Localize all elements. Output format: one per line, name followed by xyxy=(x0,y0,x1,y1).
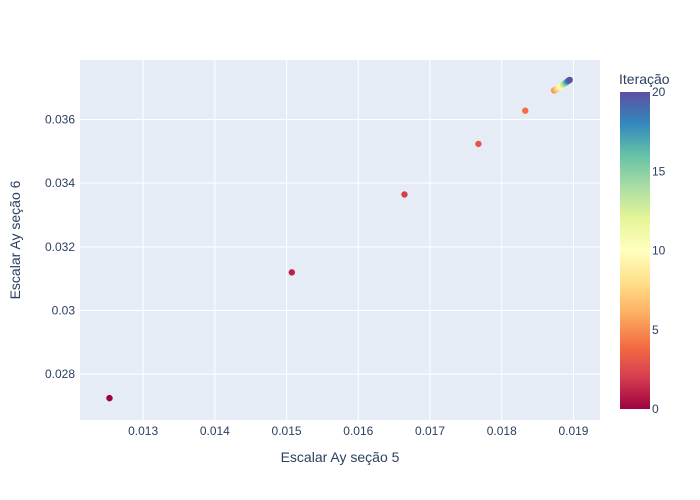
y-tick-label: 0.034 xyxy=(45,176,75,190)
data-point xyxy=(566,76,573,84)
y-tick-labels: 0.028 0.03 0.032 0.034 0.036 xyxy=(45,113,75,382)
data-point xyxy=(475,140,482,148)
colorbar-gradient xyxy=(620,92,650,409)
plot-area xyxy=(80,60,600,420)
colorbar-title: Iteração xyxy=(619,71,670,87)
colorbar-tick-label: 15 xyxy=(652,164,666,178)
data-points xyxy=(106,76,573,402)
x-tick-label: 0.018 xyxy=(487,424,517,438)
y-tick-label: 0.036 xyxy=(45,113,75,127)
x-tick-label: 0.014 xyxy=(200,424,230,438)
data-point xyxy=(401,191,408,198)
x-tick-label: 0.013 xyxy=(128,424,158,438)
x-tick-label: 0.015 xyxy=(272,424,302,438)
colorbar-tick-labels: 0 5 10 15 20 xyxy=(652,85,666,416)
data-point xyxy=(106,394,113,402)
y-tick-label: 0.03 xyxy=(52,304,76,318)
x-tick-label: 0.016 xyxy=(343,424,373,438)
colorbar-tick-label: 20 xyxy=(652,85,666,99)
x-axis-title: Escalar Ay seção 5 xyxy=(281,449,400,465)
data-point xyxy=(288,269,296,276)
colorbar-tick-label: 0 xyxy=(652,402,659,416)
y-tick-label: 0.028 xyxy=(45,367,75,381)
x-tick-label: 0.019 xyxy=(558,424,588,438)
x-tick-label: 0.017 xyxy=(415,424,445,438)
data-point xyxy=(522,107,529,114)
y-tick-label: 0.032 xyxy=(45,240,75,254)
grid-lines xyxy=(80,60,600,420)
colorbar-tick-label: 10 xyxy=(652,244,666,258)
colorbar: Iteração 0 5 10 15 20 xyxy=(619,71,670,416)
colorbar-tick-label: 5 xyxy=(652,323,659,337)
y-axis-title: Escalar Ay seção 6 xyxy=(7,180,23,299)
x-tick-labels: 0.013 0.014 0.015 0.016 0.017 0.018 0.019 xyxy=(128,424,589,438)
